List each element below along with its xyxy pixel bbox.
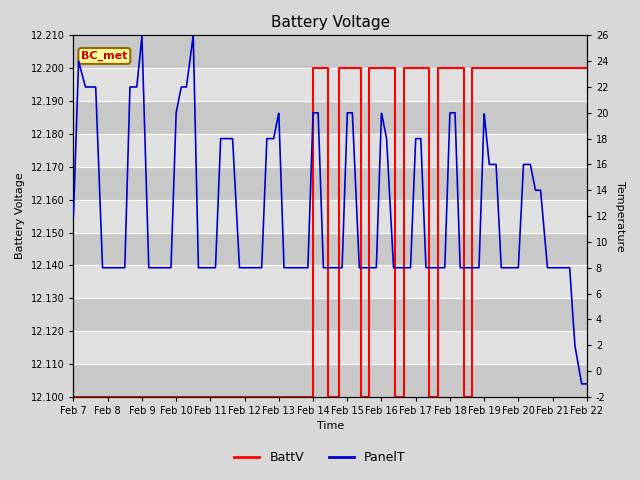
Bar — [74, 331, 587, 364]
Bar — [74, 232, 587, 265]
Bar — [74, 36, 587, 68]
Bar — [74, 101, 587, 134]
Y-axis label: Battery Voltage: Battery Voltage — [15, 173, 25, 260]
Bar — [74, 364, 587, 397]
Bar — [74, 167, 587, 200]
Bar — [74, 200, 587, 232]
Bar — [74, 68, 587, 101]
Bar — [74, 265, 587, 298]
Legend: BattV, PanelT: BattV, PanelT — [229, 446, 411, 469]
Text: BC_met: BC_met — [81, 51, 127, 61]
Y-axis label: Temperature: Temperature — [615, 180, 625, 252]
Bar — [74, 134, 587, 167]
Bar — [74, 298, 587, 331]
X-axis label: Time: Time — [317, 421, 344, 432]
Title: Battery Voltage: Battery Voltage — [271, 15, 390, 30]
